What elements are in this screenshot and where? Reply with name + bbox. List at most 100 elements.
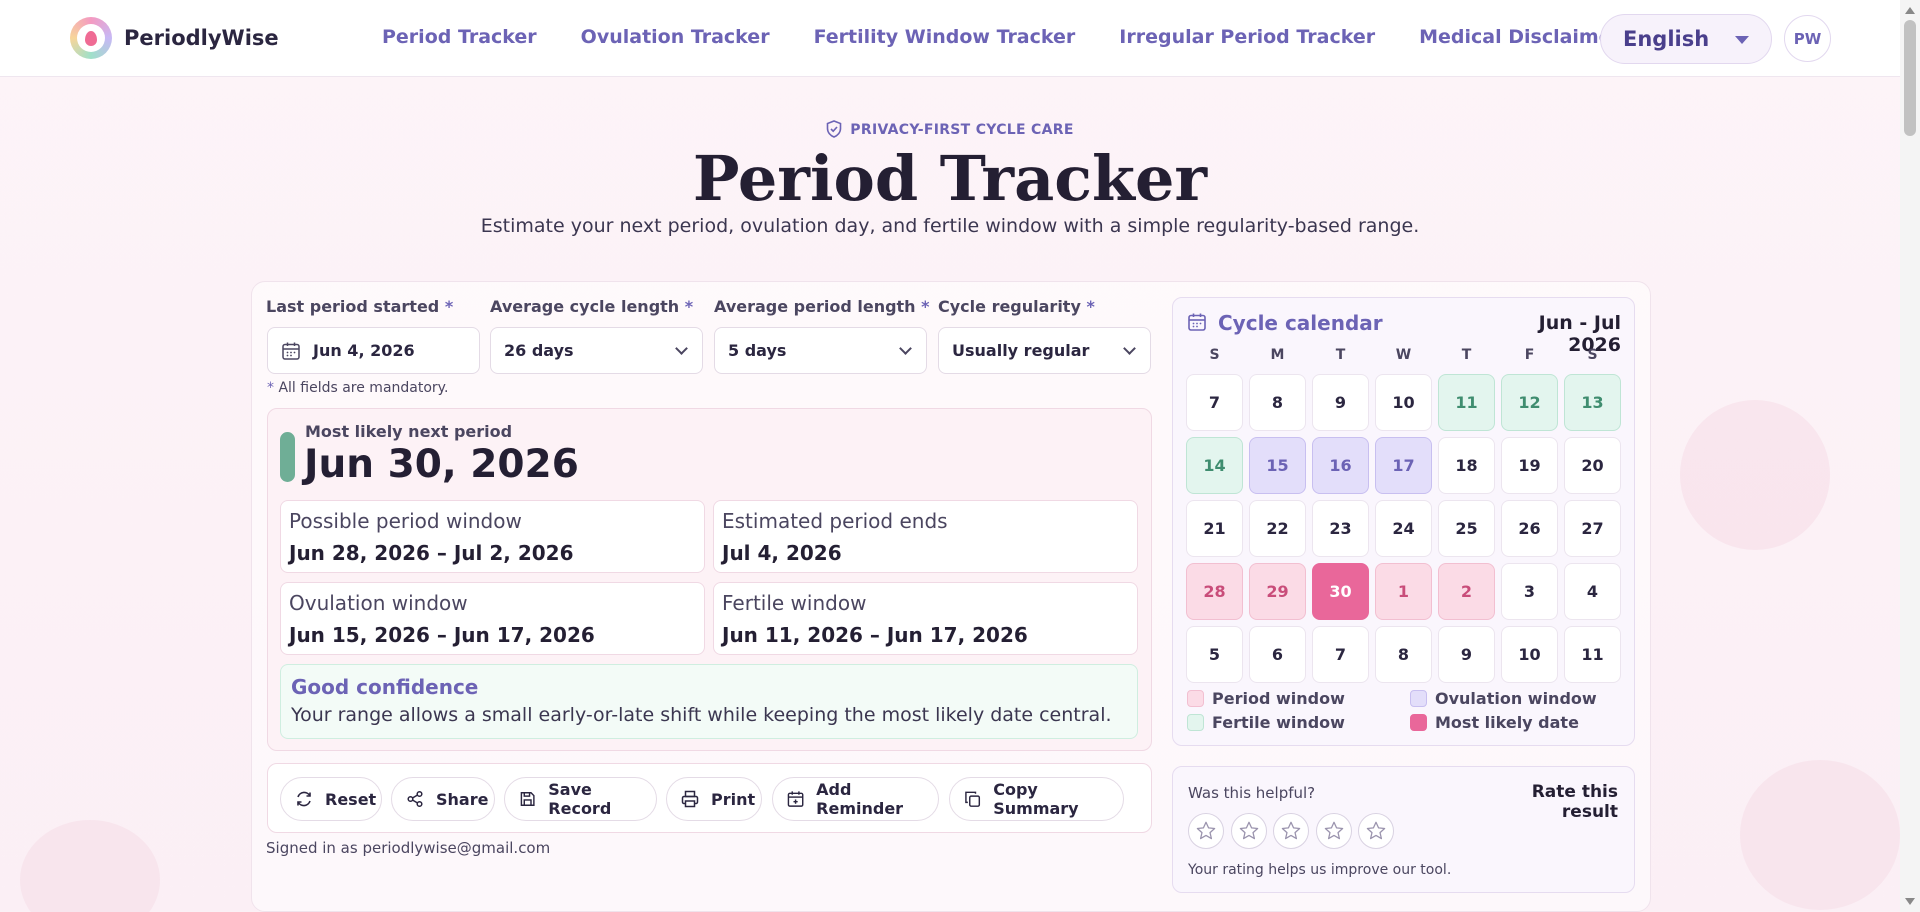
nav-link-period-tracker[interactable]: Period Tracker [382, 26, 537, 48]
calendar-day[interactable]: 27 [1564, 500, 1621, 557]
calendar-day-fert[interactable]: 12 [1501, 374, 1558, 431]
reset-button[interactable]: Reset [280, 777, 382, 821]
page-scrollbar[interactable] [1900, 0, 1920, 912]
nav-link-fertility-window-tracker[interactable]: Fertility Window Tracker [813, 26, 1076, 48]
period-length-label: Average period length * [714, 297, 930, 316]
calendar-day-period[interactable]: 29 [1249, 563, 1306, 620]
calendar-day[interactable]: 19 [1501, 437, 1558, 494]
period-length-select[interactable]: 5 days [714, 327, 927, 374]
ovulation-window-box: Ovulation window Jun 15, 2026 – Jun 17, … [280, 582, 705, 655]
calendar-day[interactable]: 25 [1438, 500, 1495, 557]
cycle-length-select[interactable]: 26 days [490, 327, 703, 374]
calendar-day[interactable]: 20 [1564, 437, 1621, 494]
calendar-day[interactable]: 9 [1438, 626, 1495, 683]
rating-star-button[interactable] [1188, 813, 1224, 849]
chevron-down-icon [675, 342, 688, 355]
share-button-label: Share [436, 789, 489, 809]
print-button-label: Print [711, 789, 756, 809]
star-icon [1281, 821, 1301, 840]
share-button[interactable]: Share [391, 777, 495, 821]
language-select-value: English [1623, 27, 1710, 51]
calendar-day[interactable]: 22 [1249, 500, 1306, 557]
calendar-day[interactable]: 7 [1186, 374, 1243, 431]
calendar-day[interactable]: 26 [1501, 500, 1558, 557]
calendar-day[interactable]: 24 [1375, 500, 1432, 557]
calendar-day-period[interactable]: 2 [1438, 563, 1495, 620]
calendar-day[interactable]: 8 [1249, 374, 1306, 431]
star-icon [1196, 821, 1216, 840]
weekday-header: M [1270, 347, 1285, 363]
add-reminder-button[interactable]: Add Reminder [772, 777, 939, 821]
background-blob [1680, 400, 1830, 550]
calendar-day[interactable]: 11 [1564, 626, 1621, 683]
user-avatar[interactable]: PW [1784, 15, 1831, 62]
estimated-period-ends-value: Jul 4, 2026 [722, 541, 842, 565]
rating-star-button[interactable] [1358, 813, 1394, 849]
calendar-day[interactable]: 3 [1501, 563, 1558, 620]
calendar-day[interactable]: 18 [1438, 437, 1495, 494]
nav-link-medical-disclaimer[interactable]: Medical Disclaimer [1419, 26, 1621, 48]
calendar-day-fert[interactable]: 11 [1438, 374, 1495, 431]
ovulation-window-value: Jun 15, 2026 – Jun 17, 2026 [289, 623, 595, 647]
confidence-indicator-bar [280, 432, 295, 482]
last-period-date-value: Jun 4, 2026 [313, 341, 415, 360]
rating-help-text: Your rating helps us improve our tool. [1188, 862, 1452, 878]
share-icon [407, 790, 423, 808]
rating-star-button[interactable] [1230, 813, 1267, 849]
calendar-day-period[interactable]: 1 [1375, 563, 1432, 620]
top-navigation-bar: PeriodlyWise Period Tracker Ovulation Tr… [0, 0, 1900, 77]
calendar-day-ovul[interactable]: 17 [1375, 437, 1432, 494]
last-period-date-input[interactable]: Jun 4, 2026 [267, 327, 480, 374]
copy-icon [965, 791, 981, 807]
weekday-header: T [1461, 347, 1472, 363]
calendar-icon [282, 342, 300, 360]
calendar-day[interactable]: 9 [1312, 374, 1369, 431]
brand[interactable]: PeriodlyWise [70, 17, 279, 59]
calendar-day-period[interactable]: 28 [1186, 563, 1243, 620]
scrollbar-thumb[interactable] [1904, 20, 1916, 136]
chevron-down-icon [899, 342, 912, 355]
scroll-down-arrow-icon[interactable] [1905, 898, 1915, 905]
copy-summary-button[interactable]: Copy Summary [949, 777, 1124, 821]
print-button[interactable]: Print [666, 777, 762, 821]
cycle-regularity-select[interactable]: Usually regular [938, 327, 1151, 374]
rating-star-button[interactable] [1315, 813, 1352, 849]
calendar-day-ovul[interactable]: 15 [1249, 437, 1306, 494]
last-period-label: Last period started * [266, 297, 454, 316]
signed-in-text: Signed in as periodlywise@gmail.com [266, 839, 551, 857]
nav-link-ovulation-tracker[interactable]: Ovulation Tracker [580, 26, 770, 48]
star-icon [1366, 821, 1386, 840]
calendar-day[interactable]: 8 [1375, 626, 1432, 683]
calendar-day[interactable]: 4 [1564, 563, 1621, 620]
calendar-day[interactable]: 21 [1186, 500, 1243, 557]
calendar-day[interactable]: 5 [1186, 626, 1243, 683]
calendar-day-ovul[interactable]: 16 [1312, 437, 1369, 494]
calendar-day-fert[interactable]: 13 [1564, 374, 1621, 431]
language-select[interactable]: English [1600, 14, 1772, 64]
calendar-day[interactable]: 10 [1375, 374, 1432, 431]
fertile-window-title: Fertile window [722, 591, 867, 615]
estimated-period-ends-title: Estimated period ends [722, 509, 948, 533]
refresh-icon [297, 791, 311, 807]
hero-eyebrow: PRIVACY-FIRST CYCLE CARE [0, 120, 1900, 138]
calendar-day[interactable]: 23 [1312, 500, 1369, 557]
cycle-regularity-value: Usually regular [952, 341, 1090, 360]
page-title: Period Tracker [692, 142, 1208, 215]
most-likely-label: Most likely next period [305, 422, 513, 441]
copy-summary-button-label: Copy Summary [993, 780, 1079, 818]
calendar-day-likely[interactable]: 30 [1312, 563, 1369, 620]
background-blob [20, 820, 160, 912]
legend-period-window: Period window [1187, 689, 1345, 708]
calendar-day-fert[interactable]: 14 [1186, 437, 1243, 494]
mandatory-note: * All fields are mandatory. [267, 380, 449, 396]
rating-star-button[interactable] [1273, 813, 1309, 849]
rating-question: Was this helpful? [1188, 784, 1316, 802]
calendar-day[interactable]: 10 [1501, 626, 1558, 683]
scroll-up-arrow-icon[interactable] [1905, 7, 1915, 14]
save-record-button[interactable]: Save Record [504, 777, 657, 821]
legend-most-likely-date: Most likely date [1410, 713, 1579, 732]
calendar-day[interactable]: 7 [1312, 626, 1369, 683]
calendar-day[interactable]: 6 [1249, 626, 1306, 683]
hero-eyebrow-text: PRIVACY-FIRST CYCLE CARE [850, 122, 1074, 138]
nav-link-irregular-period-tracker[interactable]: Irregular Period Tracker [1119, 26, 1376, 48]
